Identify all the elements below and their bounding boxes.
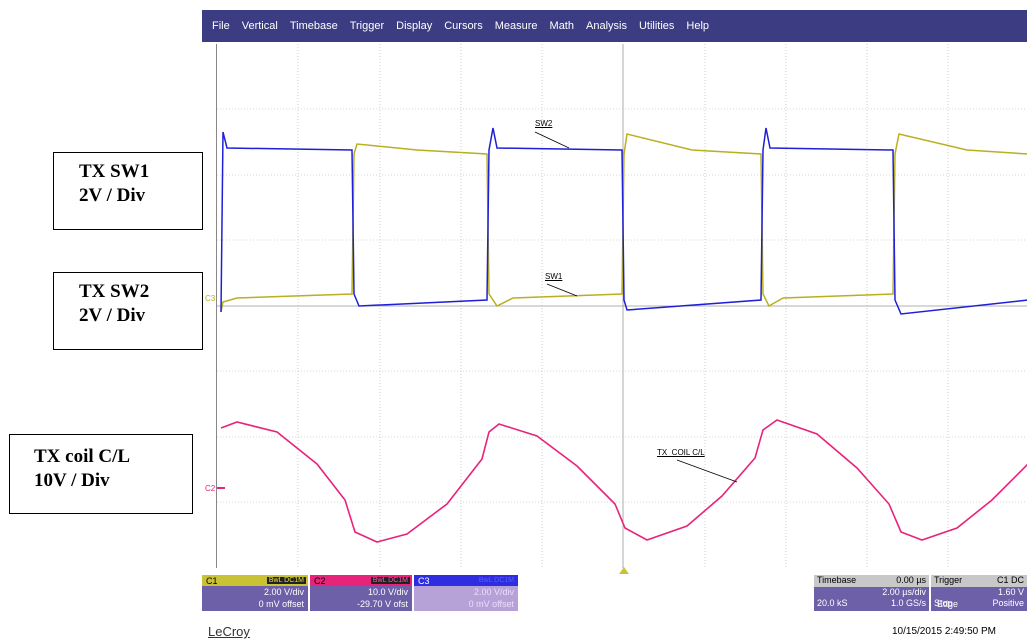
timebase-delay: 0.00 µs bbox=[896, 575, 926, 585]
label-tx-sw2-line2: 2V / Div bbox=[79, 305, 146, 326]
menu-timebase[interactable]: Timebase bbox=[289, 20, 338, 32]
label-tx-coil-line1: TX coil C/L bbox=[34, 446, 131, 467]
menu-vertical[interactable]: Vertical bbox=[241, 20, 278, 32]
trigger-descriptor[interactable]: Trigger C1 DC 1.60 V Stop Positive bbox=[931, 575, 1027, 611]
trigger-position-marker bbox=[619, 567, 629, 574]
trigger-label: Trigger bbox=[934, 575, 963, 585]
label-tx-coil: TX coil C/L 10V / Div bbox=[9, 434, 193, 514]
trace-coil bbox=[220, 419, 1027, 543]
trigger-level: 1.60 V bbox=[997, 586, 1024, 597]
channel-c1-offset: 0 mV offset bbox=[258, 599, 304, 609]
channel-c3-offset: 0 mV offset bbox=[468, 599, 514, 609]
channel-c1-id: C1 bbox=[206, 575, 218, 586]
menu-bar: File Vertical Timebase Trigger Display C… bbox=[202, 10, 1027, 42]
trace-label-coil: TX_COIL C/L bbox=[657, 448, 705, 457]
channel-c1-vdiv: 2.00 V/div bbox=[263, 587, 304, 597]
channel-c2-id: C2 bbox=[314, 575, 326, 586]
label-tx-sw2-line1: TX SW2 bbox=[79, 281, 150, 302]
lecroy-logo: LeCroy bbox=[208, 624, 250, 639]
trigger-slope: Positive bbox=[992, 598, 1024, 608]
datetime-stamp: 10/15/2015 2:49:50 PM bbox=[892, 626, 996, 637]
channel-c3-vdiv: 2.00 V/div bbox=[473, 587, 514, 597]
marker-c3: C3 bbox=[205, 294, 216, 303]
channel-c3-tag: BwL DC1M bbox=[476, 577, 516, 584]
menu-analysis[interactable]: Analysis bbox=[586, 20, 627, 32]
trace-label-sw2: SW2 bbox=[535, 119, 553, 128]
timebase-samples: 20.0 kS bbox=[817, 598, 848, 608]
channel-c3-id: C3 bbox=[418, 575, 430, 586]
label-tx-coil-line2: 10V / Div bbox=[34, 470, 110, 491]
menu-measure[interactable]: Measure bbox=[494, 20, 538, 32]
label-tx-sw2: TX SW2 2V / Div bbox=[53, 272, 203, 350]
timebase-descriptor[interactable]: Timebase 0.00 µs 2.00 µs/div 20.0 kS 1.0 G… bbox=[814, 575, 929, 611]
channel-c1-tag: BwL DC1M bbox=[266, 577, 306, 584]
channel-c2-vdiv: 10.0 V/div bbox=[367, 587, 408, 597]
channel-c2-descriptor[interactable]: C2 BwL DC1M 10.0 V/div -29.70 V ofst bbox=[310, 575, 412, 611]
timebase-label: Timebase bbox=[817, 575, 857, 585]
label-tx-sw1: TX SW1 2V / Div bbox=[53, 152, 203, 230]
menu-display[interactable]: Display bbox=[396, 20, 433, 32]
label-tx-sw1-line2: 2V / Div bbox=[79, 185, 146, 206]
label-tx-sw1-line1: TX SW1 bbox=[79, 161, 150, 182]
trigger-type: Edge bbox=[937, 599, 959, 609]
trigger-tag: C1 DC bbox=[996, 575, 1024, 585]
menu-file[interactable]: File bbox=[212, 20, 230, 32]
menu-utilities[interactable]: Utilities bbox=[638, 20, 675, 32]
timebase-rate: 1.0 GS/s bbox=[890, 598, 926, 608]
menu-cursors[interactable]: Cursors bbox=[444, 20, 483, 32]
menu-trigger[interactable]: Trigger bbox=[349, 20, 385, 32]
trace-label-sw1: SW1 bbox=[545, 272, 563, 281]
channel-c2-tag: BwL DC1M bbox=[370, 577, 410, 584]
trace-sw2 bbox=[220, 127, 1027, 315]
timebase-per-div: 2.00 µs/div bbox=[882, 586, 926, 597]
menu-help[interactable]: Help bbox=[686, 20, 710, 32]
waveform-display[interactable]: SW2 SW1 TX_COIL C/L C3 C2 bbox=[205, 44, 1027, 568]
trigger-mode: Stop bbox=[934, 598, 953, 608]
channel-c3-descriptor[interactable]: C3 BwL DC1M 2.00 V/div 0 mV offset bbox=[414, 575, 518, 611]
channel-c2-offset: -29.70 V ofst bbox=[356, 599, 408, 609]
marker-c2: C2 bbox=[205, 484, 216, 493]
waveform-svg bbox=[217, 44, 1027, 568]
menu-math[interactable]: Math bbox=[549, 20, 574, 32]
channel-c1-descriptor[interactable]: C1 BwL DC1M 2.00 V/div 0 mV offset bbox=[202, 575, 308, 611]
